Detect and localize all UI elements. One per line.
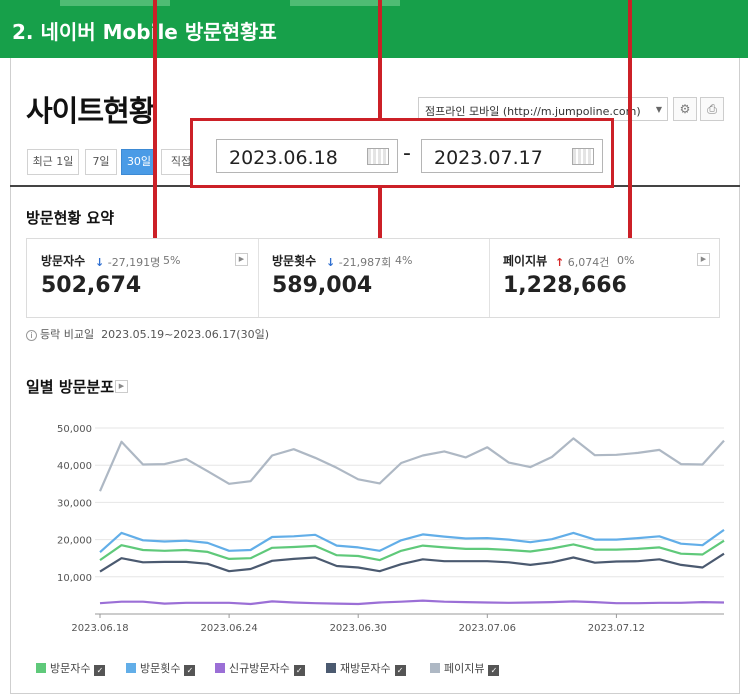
chevron-down-icon: ▼: [655, 105, 662, 114]
legend-label: 재방문자수: [340, 662, 391, 675]
site-select-value: 점프라인 모바일 (http://m.jumpoline.com): [425, 105, 641, 118]
legend-label: 방문횟수: [140, 662, 181, 675]
site-select[interactable]: 점프라인 모바일 (http://m.jumpoline.com) ▼: [418, 97, 668, 121]
end-date-input[interactable]: 2023.07.17: [421, 139, 603, 173]
metric-delta-visits: ↓ -21,987회: [326, 256, 392, 269]
chart-title: 일별 방문분포: [26, 378, 115, 396]
settings-button[interactable]: ⚙: [673, 97, 697, 121]
banner-ghost-strip: [290, 0, 400, 6]
checkbox-icon[interactable]: ✓: [184, 665, 196, 676]
banner-title: 2. 네이버 Mobile 방문현황표: [12, 20, 277, 44]
series-line-방문횟수: [99, 529, 725, 554]
checkbox-icon[interactable]: ✓: [394, 665, 406, 676]
y-tick-label: 10,000: [57, 573, 92, 584]
metric-label-visitors: 방문자수: [41, 254, 86, 268]
arrow-down-icon: ↓: [95, 256, 105, 269]
date-range-callout: 2023.06.18 - 2023.07.17: [190, 118, 614, 188]
legend-swatch: [215, 663, 225, 673]
legend-swatch: [326, 663, 336, 673]
summary-panel: 방문자수 ↓ -27,191명 5% 502,674 ▶ 방문횟수 ↓ -21,…: [26, 238, 720, 318]
date-separator: -: [403, 141, 411, 166]
annotation-line: [378, 0, 382, 120]
annotation-line: [628, 0, 632, 287]
period-tab-7days[interactable]: 7일: [85, 149, 117, 175]
calendar-icon[interactable]: [572, 148, 594, 165]
metric-more-button[interactable]: ▶: [235, 253, 248, 266]
series-line-방문자수: [99, 539, 725, 562]
calendar-icon[interactable]: [367, 148, 389, 165]
legend-label: 방문자수: [50, 662, 91, 675]
banner: 2. 네이버 Mobile 방문현황표: [0, 0, 748, 58]
frame-left: [10, 58, 11, 694]
series-line-신규방문자수: [99, 599, 725, 606]
metric-value-visitors: 502,674: [41, 273, 142, 298]
summary-divider: [489, 239, 490, 317]
gear-icon: ⚙: [679, 102, 691, 116]
metric-delta-visitors: ↓ -27,191명: [95, 256, 161, 269]
y-tick-label: 40,000: [57, 461, 92, 472]
arrow-up-icon: ↑: [555, 256, 565, 269]
frame-bottom: [10, 693, 740, 694]
metric-value-pageviews: 1,228,666: [503, 273, 627, 298]
summary-divider: [258, 239, 259, 317]
y-tick-label: 30,000: [57, 498, 92, 509]
series-line-재방문자수: [99, 552, 725, 573]
annotation-line: [153, 0, 157, 287]
period-tab-30days[interactable]: 30일: [121, 149, 157, 175]
metric-delta-pageviews: ↑ 6,074건: [555, 256, 610, 269]
annotation-line: [378, 186, 382, 287]
metric-label-pageviews: 페이지뷰: [503, 254, 548, 268]
legend-item[interactable]: 방문횟수 ✓: [126, 660, 196, 676]
arrow-down-icon: ↓: [326, 256, 336, 269]
checkbox-icon[interactable]: ✓: [94, 665, 106, 676]
x-tick-label: 2023.06.30: [330, 623, 387, 634]
end-date-value: 2023.07.17: [434, 147, 543, 169]
frame-right: [739, 58, 740, 694]
legend-item[interactable]: 재방문자수 ✓: [326, 660, 406, 676]
legend-item[interactable]: 신규방문자수 ✓: [215, 660, 305, 676]
x-tick-label: 2023.06.24: [200, 623, 257, 634]
print-button[interactable]: ⎙: [700, 97, 724, 121]
y-tick-label: 20,000: [57, 536, 92, 547]
metric-more-button[interactable]: ▶: [697, 253, 710, 266]
legend-item[interactable]: 방문자수 ✓: [36, 660, 106, 676]
legend-label: 페이지뷰: [444, 662, 485, 675]
summary-title: 방문현황 요약: [26, 209, 115, 227]
x-tick-label: 2023.07.06: [459, 623, 516, 634]
x-tick-label: 2023.06.18: [71, 623, 128, 634]
chart-legend: 방문자수 ✓ 방문횟수 ✓ 신규방문자수 ✓ 재방문자수 ✓ 페이지뷰 ✓: [0, 660, 748, 676]
page-title: 사이트현황: [26, 94, 155, 128]
legend-item[interactable]: 페이지뷰 ✓: [430, 660, 500, 676]
compare-note: i 등락 비교일 2023.05.19~2023.06.17(30일): [26, 326, 269, 342]
checkbox-icon[interactable]: ✓: [293, 665, 305, 676]
y-tick-label: 50,000: [57, 424, 92, 435]
chart-more-button[interactable]: ▶: [115, 380, 128, 393]
metric-value-visits: 589,004: [272, 273, 373, 298]
legend-swatch: [126, 663, 136, 673]
printer-icon: ⎙: [707, 102, 717, 116]
daily-visits-chart: 10,000 20,000 30,000 40,000 50,000 2023.06.18…: [57, 424, 725, 634]
legend-swatch: [430, 663, 440, 673]
metric-label-visits: 방문횟수: [272, 254, 317, 268]
metric-pct-visitors: 5%: [163, 254, 181, 267]
period-tab-1day[interactable]: 최근 1일: [27, 149, 79, 175]
banner-ghost-strip: [60, 0, 170, 6]
checkbox-icon[interactable]: ✓: [488, 665, 500, 676]
legend-label: 신규방문자수: [229, 662, 290, 675]
start-date-input[interactable]: 2023.06.18: [216, 139, 398, 173]
series-line-페이지뷰: [98, 437, 725, 492]
metric-pct-pageviews: 0%: [617, 254, 635, 267]
legend-swatch: [36, 663, 46, 673]
info-icon: i: [26, 330, 37, 341]
x-tick-label: 2023.07.12: [588, 623, 645, 634]
compare-range: 2023.05.19~2023.06.17(30일): [101, 328, 269, 341]
start-date-value: 2023.06.18: [229, 147, 338, 169]
metric-pct-visits: 4%: [395, 254, 413, 267]
